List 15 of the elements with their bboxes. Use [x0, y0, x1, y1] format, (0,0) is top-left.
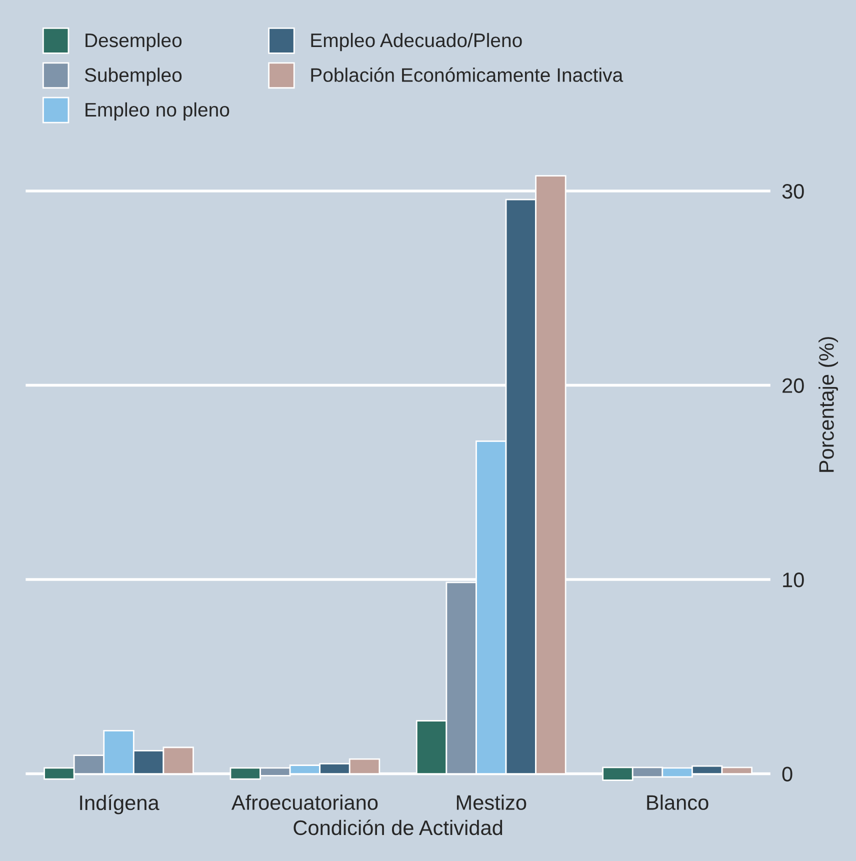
- y-axis-title: Porcentaje (%): [818, 337, 838, 472]
- legend-label: Población Económicamente Inactiva: [311, 67, 624, 82]
- legend-label: Desempleo: [86, 32, 182, 52]
- x-tick-label: Blanco: [647, 794, 708, 810]
- x-tick-label: Mestizo: [456, 794, 526, 810]
- x-tick-label: Indígena: [80, 794, 160, 814]
- legend-label: Empleo Adecuado/Pleno: [311, 32, 522, 52]
- y-tick-label: 30: [782, 184, 804, 199]
- x-axis-title: Condición de Actividad: [294, 820, 502, 836]
- y-tick-label: 20: [782, 378, 804, 393]
- legend-label: Empleo no pleno: [86, 102, 230, 120]
- legend-label: Subempleo: [84, 68, 182, 86]
- y-tick-label: 10: [783, 572, 804, 588]
- x-tick-label: Afroecuatoriano: [231, 794, 378, 810]
- y-tick-label: 0: [782, 766, 792, 782]
